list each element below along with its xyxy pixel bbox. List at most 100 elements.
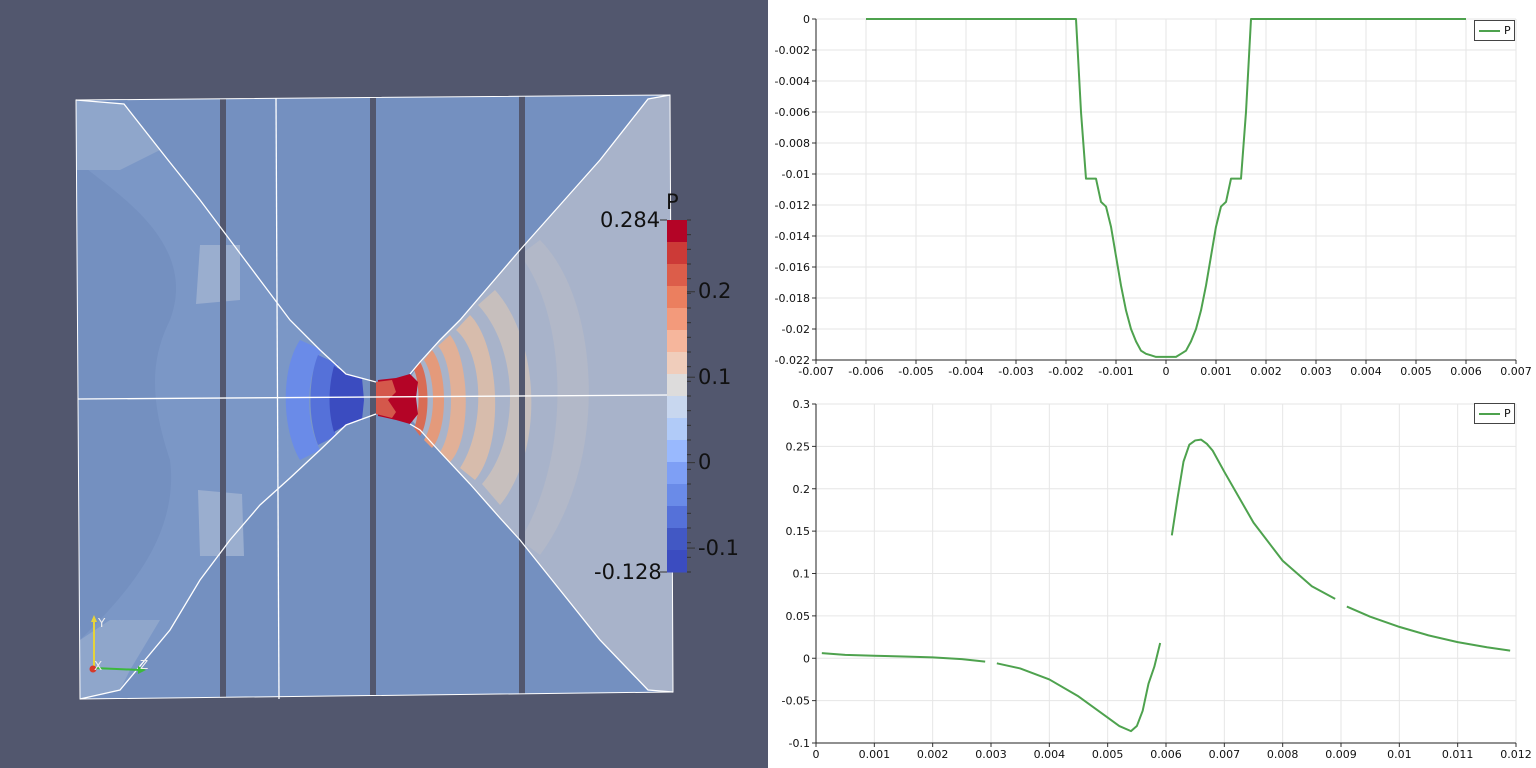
coldspot-center bbox=[329, 366, 364, 432]
colorbar-band bbox=[667, 550, 687, 573]
colorbar-band bbox=[667, 440, 687, 463]
x-tick-label: 0.01 bbox=[1387, 748, 1412, 761]
right-ring-4 bbox=[424, 350, 444, 448]
colorbar-band bbox=[667, 484, 687, 507]
line-plot-top[interactable]: -0.007 -0.006 -0.005 -0.004 -0.003 -0.002 -0.0… bbox=[768, 0, 1536, 384]
left-outer-region bbox=[76, 100, 350, 699]
x-tick-label: 0.003 bbox=[975, 748, 1007, 761]
colorbar-band bbox=[667, 330, 687, 353]
x-tick-label: 0.004 bbox=[1034, 748, 1066, 761]
x-tick-label: 0.001 bbox=[1200, 365, 1232, 378]
x-tick-label: 0 bbox=[813, 748, 820, 761]
right-ring-3 bbox=[438, 335, 466, 462]
y-tick-label: -0.004 bbox=[775, 75, 810, 88]
colorbar bbox=[660, 219, 695, 573]
colorbar-band bbox=[667, 220, 687, 243]
colorbar-band bbox=[667, 528, 687, 551]
render-view[interactable]: P 0.284 -0.128 0.2 0.1 0 -0.1 Y X Z bbox=[0, 0, 768, 768]
axis-z-label: Z bbox=[140, 658, 149, 672]
x-tick-label: 0 bbox=[1163, 365, 1170, 378]
x-tick-label: 0.002 bbox=[1250, 365, 1282, 378]
diagonal-outline-right-upper bbox=[409, 94, 671, 375]
hotspot-red-edge bbox=[376, 380, 396, 418]
domain-border bbox=[75, 94, 674, 700]
line-plot-bottom[interactable]: 0 0.001 0.002 0.003 0.004 0.005 0.006 0.007 0.00… bbox=[768, 384, 1536, 768]
y-tick-label: 0 bbox=[803, 652, 810, 665]
orientation-axes-lines bbox=[89, 615, 146, 674]
series-line bbox=[866, 18, 1466, 358]
axis-y-label: Y bbox=[98, 616, 106, 630]
right-ring-0 bbox=[520, 240, 589, 555]
colorbar-band bbox=[667, 374, 687, 397]
colorbar-tick-3: -0.1 bbox=[698, 536, 739, 560]
coldspot-ring-outer bbox=[285, 340, 322, 460]
right-ring-1 bbox=[478, 290, 532, 505]
line-plot-top-svg[interactable]: -0.007 -0.006 -0.005 -0.004 -0.003 -0.002 -0.0… bbox=[768, 0, 1536, 384]
y-tick-label: 0.3 bbox=[793, 398, 811, 411]
right-ring-2 bbox=[456, 315, 496, 480]
colorbar-band bbox=[667, 396, 687, 419]
colorbar-band bbox=[667, 352, 687, 375]
y-tick-label: 0.15 bbox=[786, 525, 811, 538]
contour-render[interactable] bbox=[0, 0, 768, 768]
left-pale-corner-bottom bbox=[80, 620, 160, 699]
series-line-segment bbox=[1170, 438, 1336, 600]
axis-x-label: X bbox=[94, 659, 103, 673]
slit-1 bbox=[220, 98, 226, 700]
colorbar-max-label: 0.284 bbox=[600, 208, 661, 232]
legend-top-swatch bbox=[1479, 30, 1500, 32]
x-tick-label: 0.009 bbox=[1325, 748, 1357, 761]
x-tick-label: 0.004 bbox=[1350, 365, 1382, 378]
colorbar-band bbox=[667, 418, 687, 441]
x-tick-label: 0.006 bbox=[1450, 365, 1482, 378]
y-tick-label: -0.02 bbox=[782, 323, 810, 336]
legend-bottom-label: P bbox=[1504, 407, 1511, 420]
y-tick-label: -0.018 bbox=[775, 292, 810, 305]
x-tick-label: 0.012 bbox=[1500, 748, 1532, 761]
left-light-blob-top bbox=[196, 245, 240, 304]
x-tick-label: 0.005 bbox=[1092, 748, 1124, 761]
y-tick-label: -0.01 bbox=[782, 168, 810, 181]
plot-panel: -0.007 -0.006 -0.005 -0.004 -0.003 -0.002 -0.0… bbox=[768, 0, 1536, 768]
legend-top[interactable]: P bbox=[1474, 20, 1515, 41]
colorbar-tick-1: 0.1 bbox=[698, 365, 732, 389]
y-tick-label: 0.25 bbox=[786, 440, 811, 453]
legend-top-label: P bbox=[1504, 24, 1511, 37]
y-tick-label: -0.05 bbox=[782, 695, 810, 708]
x-tick-label: 0.001 bbox=[859, 748, 891, 761]
x-tick-label: 0.007 bbox=[1209, 748, 1241, 761]
right-ring-5 bbox=[414, 362, 428, 436]
x-tick-label: -0.003 bbox=[998, 365, 1033, 378]
colorbar-band bbox=[667, 308, 687, 331]
x-tick-label: 0.011 bbox=[1442, 748, 1474, 761]
diagonal-outline-left-lower bbox=[79, 413, 377, 700]
x-tick-label: 0.008 bbox=[1267, 748, 1299, 761]
y-tick-label: -0.002 bbox=[775, 44, 810, 57]
y-tick-label: -0.014 bbox=[775, 230, 810, 243]
y-tick-label: 0.1 bbox=[793, 568, 811, 581]
colorbar-band bbox=[667, 506, 687, 529]
horizontal-probe-line bbox=[77, 394, 669, 400]
legend-bottom[interactable]: P bbox=[1474, 403, 1515, 424]
colorbar-band bbox=[667, 286, 687, 309]
y-tick-label: 0 bbox=[803, 13, 810, 26]
series-line-segment bbox=[821, 652, 986, 663]
colorbar-tick-0: 0.2 bbox=[698, 279, 732, 303]
colorbar-band bbox=[667, 462, 687, 485]
vertical-probe-line bbox=[275, 97, 280, 700]
orientation-axes: Y X Z bbox=[82, 612, 162, 684]
x-tick-label: -0.002 bbox=[1048, 365, 1083, 378]
series-line-segment bbox=[1346, 605, 1511, 652]
x-tick-label: -0.007 bbox=[798, 365, 833, 378]
y-tick-label: 0.05 bbox=[786, 610, 811, 623]
y-tick-label: 0.2 bbox=[793, 483, 811, 496]
x-tick-label: -0.004 bbox=[948, 365, 983, 378]
x-tick-label: -0.005 bbox=[898, 365, 933, 378]
legend-bottom-swatch bbox=[1479, 413, 1500, 415]
left-pale-corner-top bbox=[76, 100, 160, 170]
y-tick-label: -0.008 bbox=[775, 137, 810, 150]
colorbar-title: P bbox=[666, 190, 679, 214]
colorbar-band bbox=[667, 264, 687, 287]
line-plot-bottom-svg[interactable]: 0 0.001 0.002 0.003 0.004 0.005 0.006 0.007 0.00… bbox=[768, 384, 1536, 768]
